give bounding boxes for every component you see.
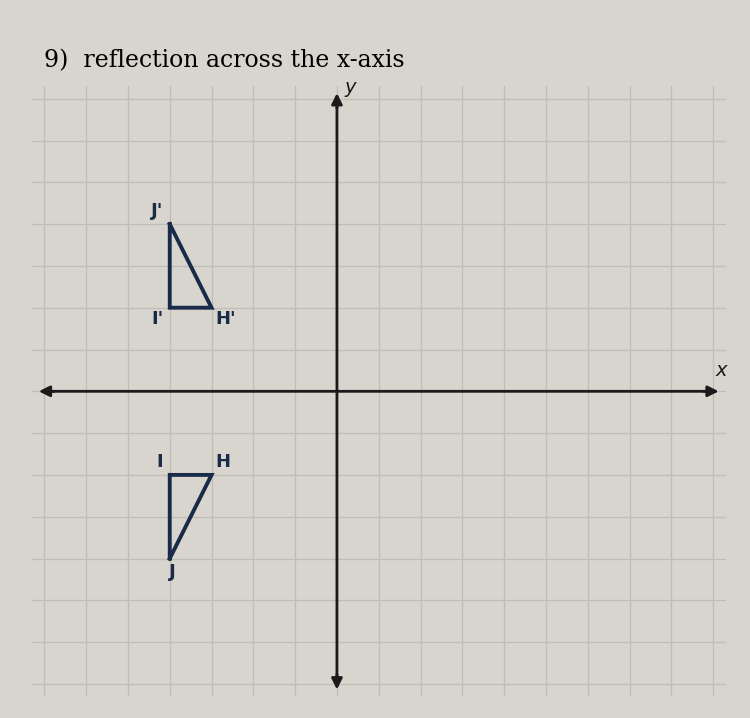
Text: J': J'	[151, 202, 164, 220]
Text: J: J	[169, 563, 176, 581]
Text: x: x	[716, 360, 727, 380]
Text: I': I'	[152, 309, 164, 328]
Text: H: H	[216, 453, 231, 471]
Text: 9)  reflection across the x-axis: 9) reflection across the x-axis	[44, 49, 404, 72]
Text: y: y	[344, 78, 356, 97]
Text: H': H'	[216, 309, 236, 328]
Text: I: I	[157, 453, 164, 471]
